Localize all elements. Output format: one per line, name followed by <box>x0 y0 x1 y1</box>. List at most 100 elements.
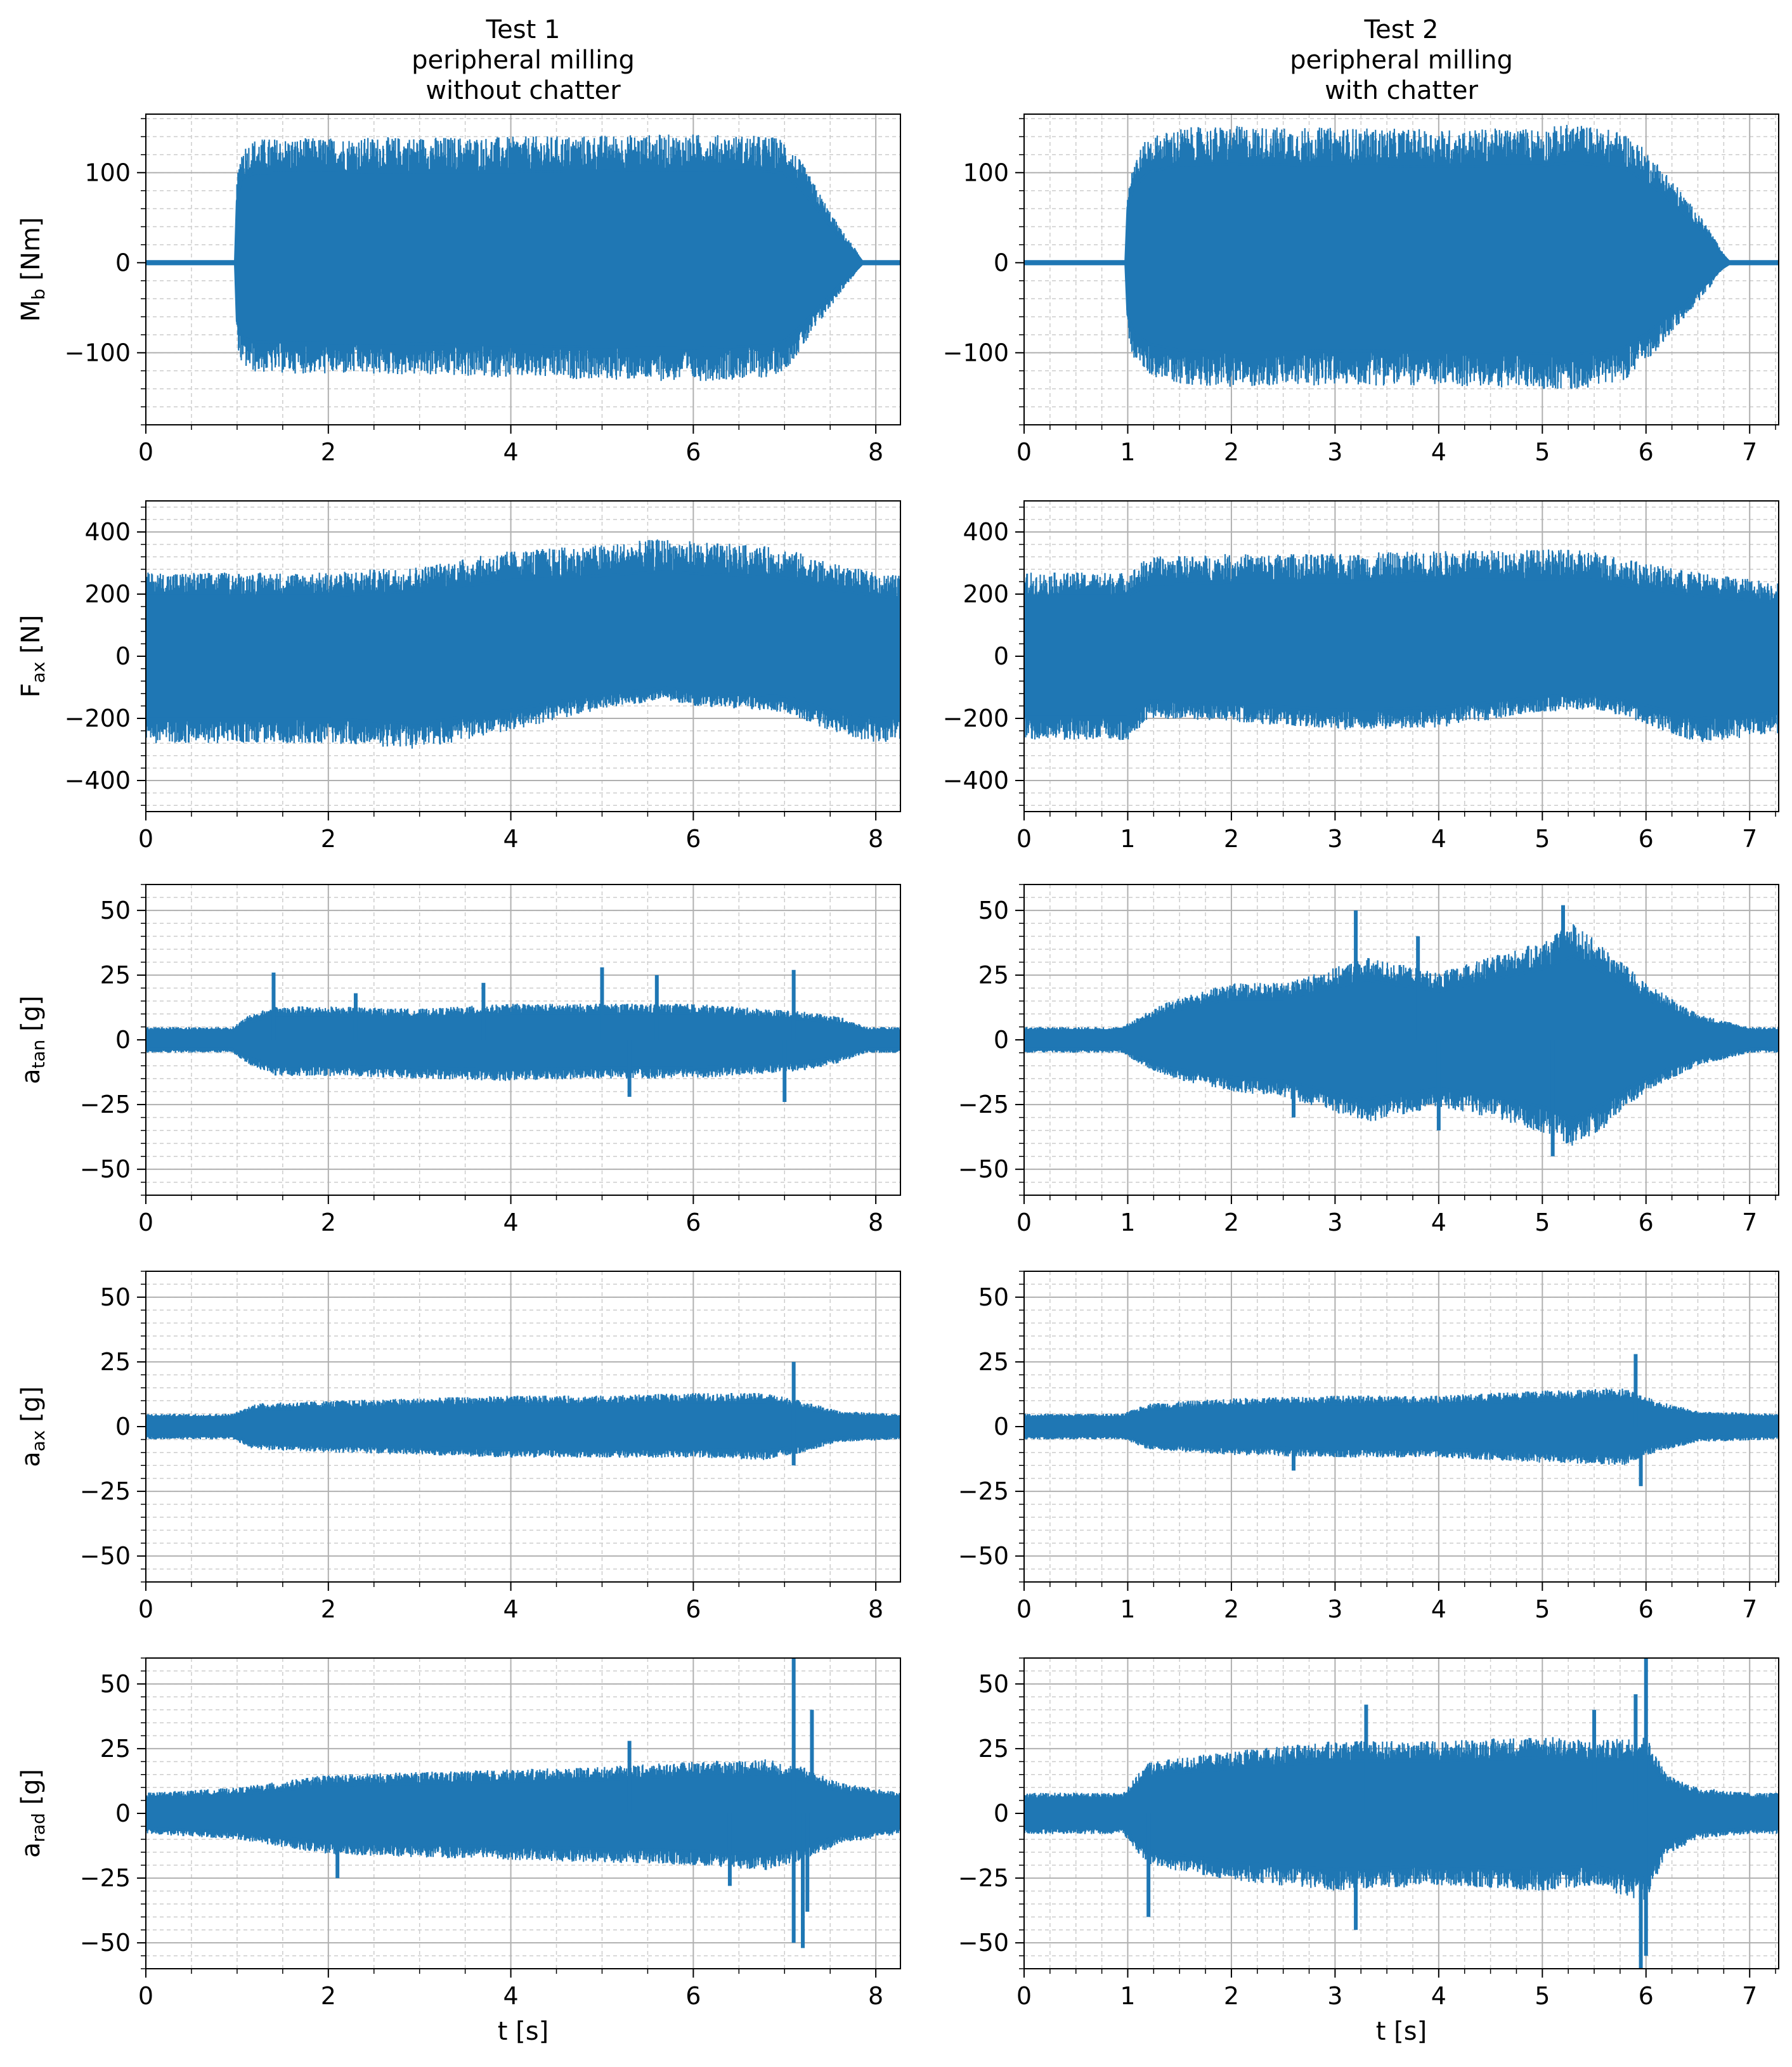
y-label-main: a <box>16 1451 46 1467</box>
signal-trace <box>1024 125 1779 389</box>
subplot-6: 0 1 2 3 4 5 6 7 −50 −25 0 25 50 <box>958 884 1779 1236</box>
x-tick-label: 3 <box>1327 1982 1342 2010</box>
x-tick-label: 0 <box>138 1595 153 1623</box>
x-tick-label: 8 <box>868 1982 883 2010</box>
y-tick-label: −50 <box>958 1929 1009 1957</box>
signal-trace <box>146 1658 900 1948</box>
column-title-line: Test 2 <box>1364 15 1439 44</box>
subplot-5: 0 2 4 6 8 −50 −25 0 25 50 <box>80 884 901 1236</box>
x-tick-label: 1 <box>1120 1982 1135 2010</box>
x-tick-label: 0 <box>138 1208 153 1236</box>
x-tick-label: 6 <box>1639 1208 1654 1236</box>
x-tick-label: 5 <box>1535 438 1550 466</box>
signal-envelope <box>1024 954 1779 1120</box>
signal-envelope <box>146 1012 900 1072</box>
y-axis-label: Mb [Nm] <box>16 217 49 321</box>
y-tick-label: 50 <box>100 1670 131 1698</box>
signal-trace <box>1024 549 1779 742</box>
x-tick-label: 0 <box>138 1982 153 2010</box>
x-tick-label: 4 <box>503 438 518 466</box>
y-axis-label: atan [g] <box>16 995 49 1084</box>
y-tick-label: −400 <box>943 767 1009 794</box>
signal-envelope <box>146 1401 900 1453</box>
y-label-subscript: rad <box>28 1813 49 1842</box>
y-tick-label: 50 <box>100 1283 131 1311</box>
y-tick-label: −50 <box>80 1542 131 1570</box>
axes-frame <box>145 884 901 1196</box>
y-tick-label: 50 <box>100 897 131 924</box>
x-tick-label: 0 <box>138 825 153 853</box>
y-tick-label: −200 <box>65 704 131 732</box>
y-tick-label: −25 <box>80 1091 131 1118</box>
x-tick-label: 1 <box>1120 825 1135 853</box>
x-tick-label: 0 <box>1016 1982 1032 2010</box>
y-tick-label: −50 <box>958 1155 1009 1183</box>
x-tick-label: 1 <box>1120 1595 1135 1623</box>
x-tick-label: 4 <box>1431 438 1446 466</box>
y-tick-label: 50 <box>978 1670 1009 1698</box>
axes-frame <box>145 1657 901 1969</box>
y-tick-label: 25 <box>100 1735 131 1763</box>
y-tick-label: 25 <box>978 961 1009 989</box>
x-tick-label: 4 <box>1431 1208 1446 1236</box>
column-title-line: peripheral milling <box>1290 46 1513 75</box>
y-tick-label: −25 <box>958 1091 1009 1118</box>
y-tick-label: 100 <box>84 159 131 186</box>
y-label-main: a <box>16 1843 46 1858</box>
signal-trace <box>1024 905 1779 1157</box>
column-title-line: with chatter <box>1325 76 1478 105</box>
signal-trace <box>1024 1354 1779 1486</box>
subplot-1: 0 2 4 6 8 −100 0 100 <box>65 113 901 466</box>
axes-frame <box>1023 884 1779 1196</box>
y-tick-label: 25 <box>100 961 131 989</box>
x-tick-label: 2 <box>1224 438 1239 466</box>
y-label-main: a <box>16 1068 46 1084</box>
x-tick-label: 0 <box>1016 438 1032 466</box>
axes-frame <box>1023 113 1779 425</box>
axes-frame <box>1023 1657 1779 1969</box>
y-tick-label: −25 <box>958 1477 1009 1505</box>
signal-envelope <box>1024 1397 1779 1456</box>
y-tick-label: 100 <box>963 159 1009 186</box>
y-tick-label: −50 <box>80 1155 131 1183</box>
x-tick-label: 5 <box>1535 1982 1550 2010</box>
signal-trace <box>146 967 900 1102</box>
x-tick-label: 7 <box>1742 438 1757 466</box>
y-tick-label: 0 <box>994 1026 1009 1054</box>
subplot-3: 0 2 4 6 8 −400 −200 0 200 400 <box>65 500 901 853</box>
signal-trace <box>146 134 900 381</box>
subplot-4: 0 1 2 3 4 5 6 7 −400 −200 0 200 400 <box>943 500 1779 853</box>
y-tick-label: 200 <box>963 580 1009 608</box>
x-tick-label: 8 <box>868 1208 883 1236</box>
y-tick-label: 25 <box>978 1348 1009 1376</box>
subplot-9: 0 2 4 6 8 −50 −25 0 25 50 <box>80 1657 901 2010</box>
x-tick-label: 6 <box>685 1982 701 2010</box>
x-tick-label: 6 <box>685 1595 701 1623</box>
y-tick-label: 25 <box>100 1348 131 1376</box>
y-label-main: F <box>16 683 46 697</box>
x-tick-label: 3 <box>1327 1208 1342 1236</box>
y-tick-label: 400 <box>963 518 1009 546</box>
x-tick-label: 2 <box>321 1982 336 2010</box>
y-tick-label: 200 <box>84 580 131 608</box>
signal-trace <box>1024 1658 1779 1969</box>
y-label-unit: [g] <box>16 995 46 1039</box>
axes-frame <box>145 113 901 425</box>
y-tick-label: 25 <box>978 1735 1009 1763</box>
y-tick-label: 400 <box>84 518 131 546</box>
x-tick-label: 5 <box>1535 825 1550 853</box>
y-tick-label: 0 <box>115 1026 131 1054</box>
subplot-8: 0 1 2 3 4 5 6 7 −50 −25 0 25 50 <box>958 1271 1779 1623</box>
y-axis-label: arad [g] <box>16 1769 49 1858</box>
x-tick-label: 0 <box>1016 825 1032 853</box>
x-tick-label: 2 <box>321 1595 336 1623</box>
axes-frame <box>1023 500 1779 812</box>
y-label-subscript: b <box>28 288 49 300</box>
y-tick-label: −25 <box>80 1477 131 1505</box>
y-tick-label: 0 <box>994 1413 1009 1441</box>
x-axis-label: t [s] <box>498 2017 549 2046</box>
y-axis-label: aax [g] <box>16 1386 49 1467</box>
signal-trace <box>146 539 900 749</box>
